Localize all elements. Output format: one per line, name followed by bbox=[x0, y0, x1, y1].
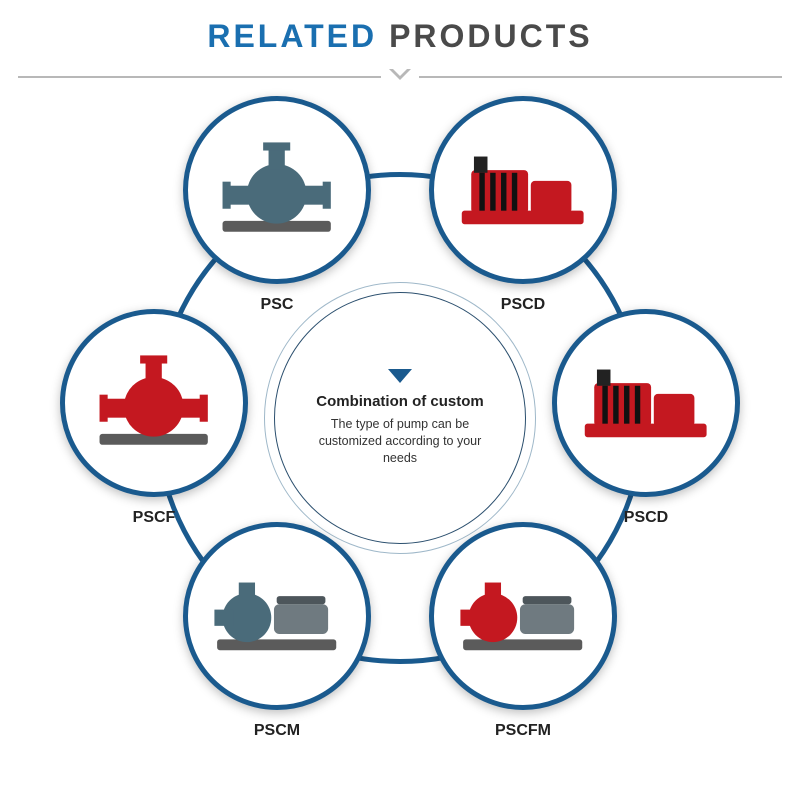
title-divider bbox=[0, 69, 800, 85]
product-label-pscfm: PSCFM bbox=[429, 722, 617, 740]
product-thumb-pscm bbox=[183, 522, 371, 710]
product-node-psc[interactable]: PSC bbox=[183, 96, 371, 314]
divider-notch-icon bbox=[381, 69, 419, 85]
product-node-pscd2[interactable]: PSCD bbox=[552, 309, 740, 527]
product-node-pscfm[interactable]: PSCFM bbox=[429, 522, 617, 740]
title-word-2: PRODUCTS bbox=[389, 18, 593, 54]
center-hub: Combination of custom The type of pump c… bbox=[285, 303, 515, 533]
section-title: RELATED PRODUCTS bbox=[0, 18, 800, 55]
product-node-pscm[interactable]: PSCM bbox=[183, 522, 371, 740]
product-thumb-pscfm bbox=[429, 522, 617, 710]
product-thumb-psc bbox=[183, 96, 371, 284]
hub-description: The type of pump can be customized accor… bbox=[307, 416, 493, 467]
chevron-down-icon bbox=[388, 369, 412, 383]
title-word-1: RELATED bbox=[207, 18, 377, 54]
product-node-pscf[interactable]: PSCF bbox=[60, 309, 248, 527]
diagram-stage: Combination of custom The type of pump c… bbox=[0, 90, 800, 800]
product-thumb-pscf bbox=[60, 309, 248, 497]
hub-title: Combination of custom bbox=[316, 393, 484, 410]
product-thumb-pscd1 bbox=[429, 96, 617, 284]
section-header: RELATED PRODUCTS bbox=[0, 0, 800, 97]
product-label-pscm: PSCM bbox=[183, 722, 371, 740]
product-node-pscd1[interactable]: PSCD bbox=[429, 96, 617, 314]
product-thumb-pscd2 bbox=[552, 309, 740, 497]
